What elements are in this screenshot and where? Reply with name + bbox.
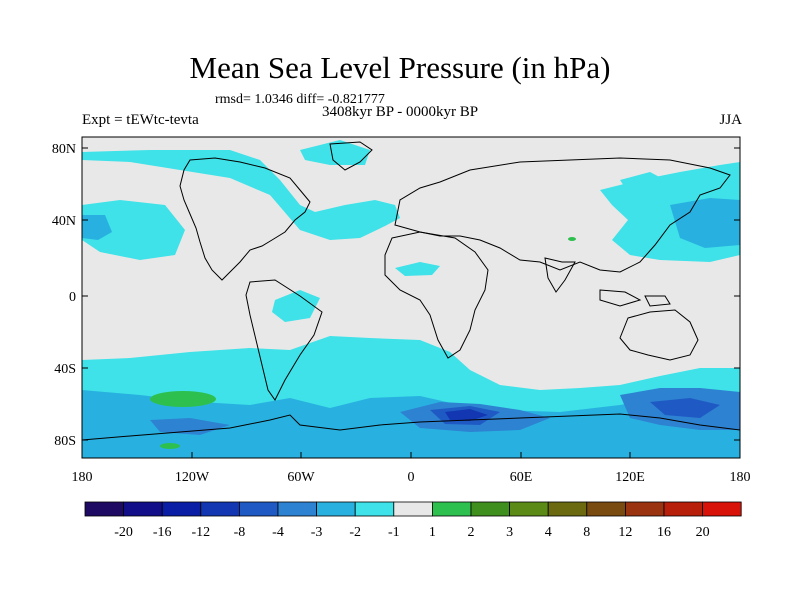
coastline-maritime-continent <box>599 289 671 307</box>
field-region-north-pacific <box>82 150 400 240</box>
y-tick-labels: 80N 40N 0 40S 80S <box>52 142 76 449</box>
field-region-north-atlantic-core <box>82 215 112 240</box>
colorbar-label: -3 <box>311 525 323 540</box>
x-tick-label: 60W <box>287 470 315 485</box>
colorbar-label: -16 <box>153 525 172 540</box>
map-field <box>82 137 740 458</box>
colorbar-box <box>470 501 510 517</box>
x-tick-label: 120W <box>175 470 210 485</box>
colorbar-box <box>316 501 356 517</box>
field-region-north-africa <box>395 262 440 276</box>
coastline-north-america <box>179 157 311 281</box>
coastline-africa <box>384 231 489 359</box>
coastlines <box>82 141 740 441</box>
colorbar-label: -1 <box>388 525 400 540</box>
colorbar-label: -20 <box>114 525 133 540</box>
x-tick-label: 60E <box>510 470 533 485</box>
y-tick-label: 0 <box>69 290 76 305</box>
colorbar-box <box>509 501 549 517</box>
colorbar-label: -8 <box>234 525 246 540</box>
colorbar-box <box>354 501 395 517</box>
field-region-positive-small-2 <box>568 237 576 241</box>
field-region-positive-south-pacific <box>150 391 216 407</box>
x-ticks <box>81 452 741 458</box>
colorbar-label: -4 <box>272 525 284 540</box>
y-tick-label: 40S <box>54 362 76 377</box>
colorbar <box>84 501 742 517</box>
x-tick-label: 180 <box>72 470 93 485</box>
colorbar-box <box>663 501 703 517</box>
field-region-arctic <box>300 140 370 165</box>
colorbar-labels: -20 -16 -12 -8 -4 -3 -2 -1 1 2 3 4 8 12 16 20 <box>114 525 709 540</box>
coastline-australia <box>619 309 699 361</box>
colorbar-label: -2 <box>349 525 361 540</box>
colorbar-box <box>200 501 240 517</box>
colorbar-label: 3 <box>506 525 513 540</box>
experiment-label: Expt = tEWtc-tevta <box>82 112 199 128</box>
colorbar-box <box>702 501 742 517</box>
colorbar-box <box>238 501 279 517</box>
x-tick-label: 120E <box>615 470 645 485</box>
y-tick-label: 80N <box>52 142 76 157</box>
colorbar-label: 16 <box>657 525 671 540</box>
colorbar-label: 1 <box>429 525 436 540</box>
stats-text: rmsd= 1.0346 diff= -0.821777 <box>215 92 385 107</box>
field-region-north-atlantic <box>82 200 185 260</box>
page-title: Mean Sea Level Pressure (in hPa) <box>189 50 611 85</box>
x-tick-label: 0 <box>408 470 415 485</box>
y-tick-label: 80S <box>54 434 76 449</box>
colorbar-box <box>431 501 472 517</box>
season-label: JJA <box>719 112 742 128</box>
coastline-india <box>544 257 576 293</box>
colorbar-box <box>547 501 588 517</box>
colorbar-label: 12 <box>618 525 632 540</box>
colorbar-label: 20 <box>696 525 710 540</box>
coastline-antarctica <box>82 413 740 441</box>
coastline-greenland <box>329 141 373 171</box>
field-region-deep-low-3 <box>650 398 720 418</box>
x-tick-labels: 180 120W 60W 0 60E 120E 180 <box>72 470 751 485</box>
colorbar-label: 8 <box>583 525 590 540</box>
colorbar-box <box>161 501 202 517</box>
colorbar-box <box>393 501 433 517</box>
field-region-deep-low-2 <box>445 409 488 421</box>
field-region-subantarctic <box>82 390 740 458</box>
y-tick-label: 40N <box>52 214 76 229</box>
colorbar-box <box>84 501 124 517</box>
y-ticks <box>82 147 740 441</box>
field-region-eastern-atlantic <box>272 290 320 322</box>
colorbar-label: 4 <box>545 525 552 540</box>
colorbar-label: 2 <box>468 525 475 540</box>
field-region-antarctic-margin <box>150 418 230 435</box>
field-region-positive-small-1 <box>160 443 180 449</box>
period-text: 3408kyr BP - 0000kyr BP <box>322 104 479 120</box>
field-region-asia <box>620 172 665 192</box>
colorbar-label: -12 <box>191 525 210 540</box>
field-region-nw-pacific-core <box>670 198 740 248</box>
x-tick-label: 180 <box>730 470 751 485</box>
coastline-south-america <box>245 279 323 401</box>
colorbar-box <box>625 501 665 517</box>
colorbar-box <box>586 501 626 517</box>
coastline-eurasia <box>394 157 731 273</box>
colorbar-box <box>277 501 317 517</box>
colorbar-box <box>123 501 163 517</box>
